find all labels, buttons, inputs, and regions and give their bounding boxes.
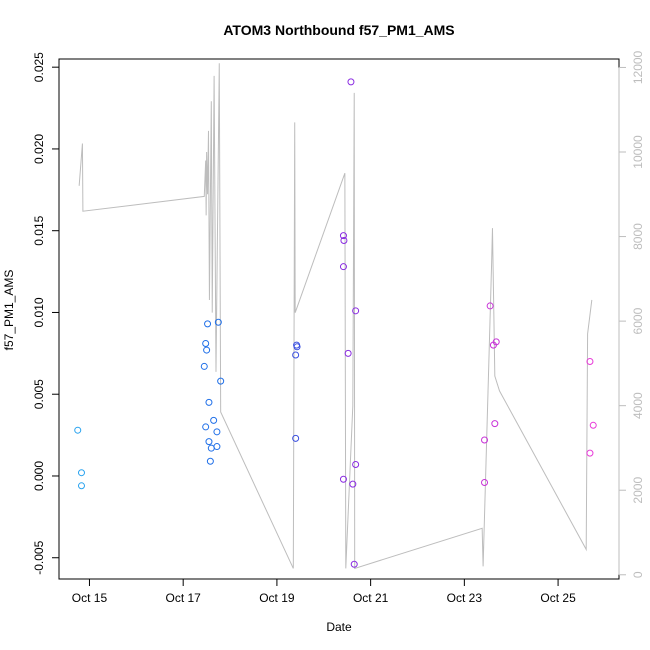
data-point <box>207 444 215 452</box>
data-point <box>492 338 500 346</box>
plot-frame <box>58 58 620 580</box>
y-tick-label: 0.005 <box>32 379 46 409</box>
data-point <box>213 443 221 451</box>
data-point <box>481 479 489 487</box>
data-point <box>347 78 355 86</box>
point-series <box>74 78 597 568</box>
x-tick-label: Oct 21 <box>353 591 389 605</box>
y2-tick-label: 2000 <box>631 477 645 504</box>
data-point <box>77 482 85 490</box>
y-tick-label: 0.000 <box>32 461 46 491</box>
data-point <box>203 346 211 354</box>
x-axis-label: Date <box>326 620 352 634</box>
data-point <box>205 438 213 446</box>
y2-tick-label: 0 <box>631 571 645 578</box>
data-point <box>292 434 300 442</box>
data-point <box>340 237 348 245</box>
data-point <box>214 318 222 326</box>
y-axis-right: 0 2000 4000 6000 8000 10000 12000 <box>618 50 645 578</box>
data-point <box>205 398 213 406</box>
data-point <box>339 263 347 271</box>
data-point <box>77 469 85 477</box>
data-point <box>352 461 360 469</box>
x-tick-label: Oct 25 <box>540 591 576 605</box>
data-point <box>217 377 225 385</box>
data-point <box>74 426 82 434</box>
data-point <box>206 457 214 465</box>
x-tick-label: Oct 19 <box>259 591 295 605</box>
y2-tick-label: 10000 <box>631 135 645 169</box>
data-point <box>293 343 301 351</box>
data-point <box>486 302 494 310</box>
data-point <box>339 232 347 240</box>
y-tick-label: 0.015 <box>32 215 46 245</box>
data-point <box>202 340 210 348</box>
data-point <box>204 320 212 328</box>
data-point <box>200 362 208 370</box>
data-point <box>202 423 210 431</box>
y2-tick-label: 4000 <box>631 392 645 419</box>
y-tick-label: -0.005 <box>32 540 46 574</box>
x-tick-label: Oct 23 <box>447 591 483 605</box>
data-point <box>352 307 360 315</box>
y-axis-label: f57_PM1_AMS <box>2 270 16 351</box>
data-point <box>481 436 489 444</box>
chart-title: ATOM3 Northbound f57_PM1_AMS <box>223 22 454 38</box>
data-point <box>339 475 347 483</box>
y2-tick-label: 8000 <box>631 223 645 250</box>
x-axis: Oct 15 Oct 17 Oct 19 Oct 21 Oct 23 Oct 25 <box>72 578 576 605</box>
y-tick-label: 0.020 <box>32 134 46 164</box>
x-tick-label: Oct 15 <box>72 591 108 605</box>
line-series <box>78 63 593 570</box>
y-tick-label: 0.010 <box>32 297 46 327</box>
data-point <box>292 351 300 359</box>
data-point <box>586 358 594 366</box>
data-point <box>350 560 358 568</box>
y-axis-left: -0.005 0.000 0.005 0.010 0.015 0.020 0.025 <box>32 52 60 575</box>
series-line-0 <box>78 63 593 570</box>
y-tick-label: 0.025 <box>32 52 46 82</box>
data-point <box>349 480 357 488</box>
y2-tick-label: 12000 <box>631 50 645 84</box>
x-tick-label: Oct 17 <box>166 591 202 605</box>
data-point <box>589 421 597 429</box>
data-point <box>586 449 594 457</box>
data-point <box>213 428 221 436</box>
data-point <box>491 420 499 428</box>
data-point <box>210 416 218 424</box>
y2-tick-label: 6000 <box>631 307 645 334</box>
data-point <box>344 349 352 357</box>
